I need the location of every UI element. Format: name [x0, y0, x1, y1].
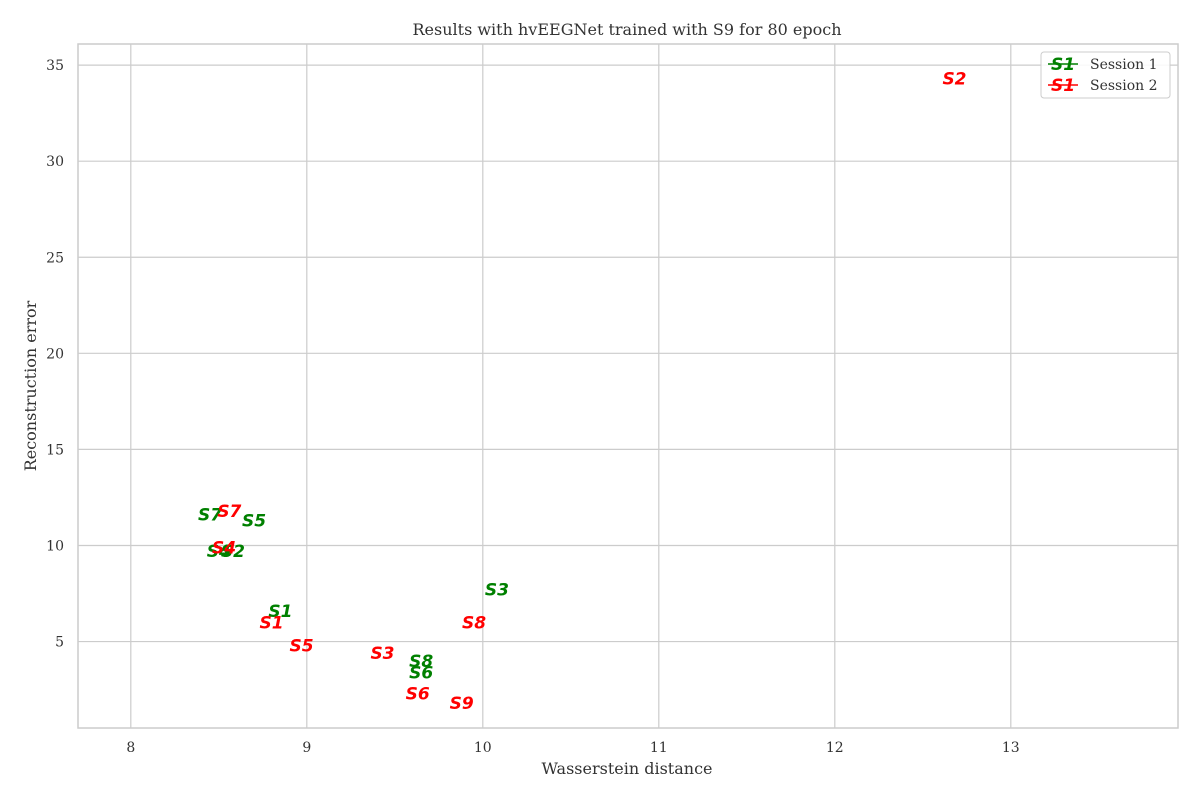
- y-tick-label: 10: [46, 538, 64, 554]
- y-axis-label: Reconstruction error: [21, 300, 40, 471]
- chart-title: Results with hvEEGNet trained with S9 fo…: [412, 20, 841, 39]
- y-tick-label: 35: [46, 58, 64, 74]
- legend-label: Session 2: [1090, 78, 1158, 94]
- point-2-s2: S2: [942, 70, 966, 90]
- y-tick-label: 15: [46, 442, 64, 458]
- point-2-s1: S1: [260, 613, 284, 633]
- x-tick-label: 9: [302, 740, 311, 756]
- legend-marker: S1: [1051, 76, 1075, 96]
- point-2-s6: S6: [406, 684, 430, 704]
- x-tick-label: 11: [650, 740, 668, 756]
- point-1-s7: S7: [198, 506, 222, 526]
- x-tick-label: 8: [126, 740, 135, 756]
- point-1-s2: S2: [221, 542, 245, 562]
- point-1-s6: S6: [409, 663, 433, 683]
- y-tick-label: 30: [46, 154, 64, 170]
- y-axis-ticks: 5 10 15 20 25 30 35: [46, 58, 64, 650]
- legend-marker: S1: [1051, 55, 1075, 75]
- point-2-s9: S9: [450, 694, 474, 714]
- y-tick-label: 5: [55, 635, 64, 651]
- x-axis-ticks: 8 9 10 11 12 13: [126, 740, 1019, 756]
- y-tick-label: 20: [46, 346, 64, 362]
- legend-label: Session 1: [1090, 57, 1158, 73]
- x-axis-label: Wasserstein distance: [541, 759, 712, 778]
- point-1-s5: S5: [242, 511, 266, 531]
- plot-area: [77, 43, 1179, 729]
- point-1-s1: S1: [268, 602, 292, 622]
- legend: S1 Session 1 S1 Session 2: [1040, 51, 1171, 99]
- point-1-s3: S3: [485, 581, 509, 601]
- x-tick-label: 10: [474, 740, 492, 756]
- point-2-s3: S3: [370, 644, 394, 664]
- x-tick-label: 12: [826, 740, 844, 756]
- data-points: S1 S2 S3 S4 S5 S6 S7 S8 S1 S2 S3 S4 S5 S6 S7 S8 S9: [198, 70, 967, 714]
- point-2-s4: S4: [212, 538, 236, 558]
- point-1-s8: S8: [409, 652, 433, 672]
- point-2-s7: S7: [217, 502, 241, 522]
- point-2-s5: S5: [289, 636, 313, 656]
- point-2-s8: S8: [462, 613, 486, 633]
- point-1-s4: S4: [207, 542, 231, 562]
- grid-lines: [78, 44, 1178, 728]
- x-tick-label: 13: [1002, 740, 1020, 756]
- y-tick-label: 25: [46, 250, 64, 266]
